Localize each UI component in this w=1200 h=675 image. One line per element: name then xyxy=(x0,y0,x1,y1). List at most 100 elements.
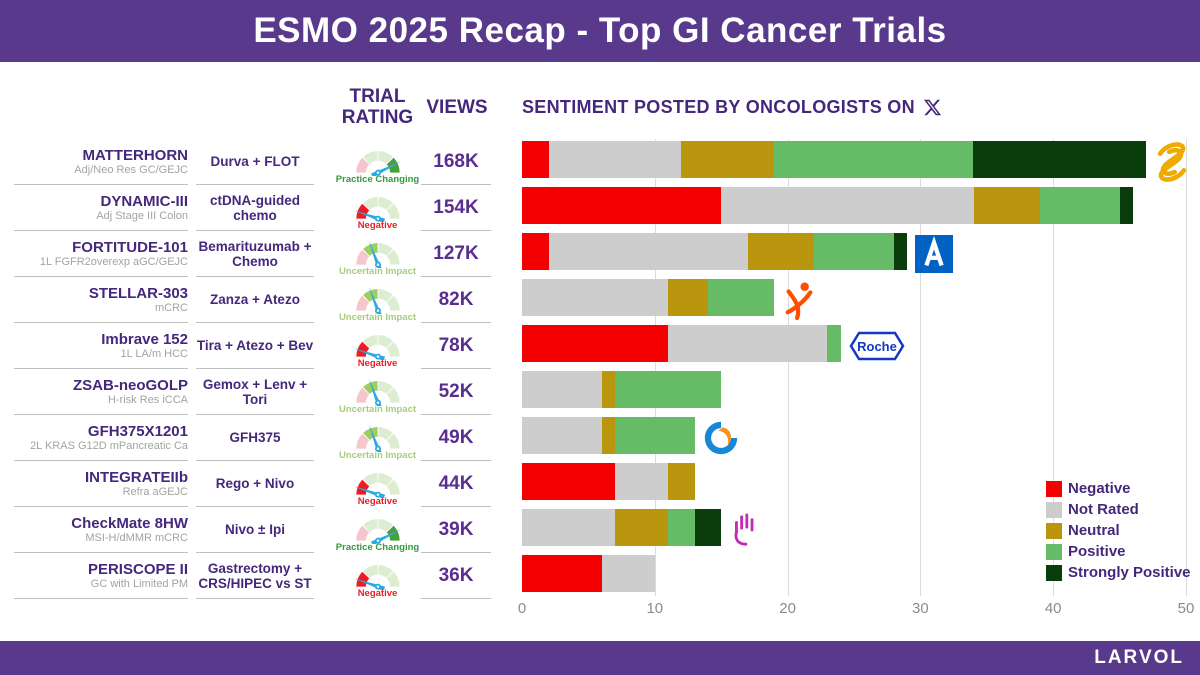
sentiment-segment-not-rated xyxy=(548,141,682,178)
treatment-label: GFH375 xyxy=(229,430,281,445)
views-row: 127K xyxy=(421,231,491,277)
sentiment-bar-row xyxy=(522,277,1186,323)
trial-rating-row: Negative xyxy=(330,323,425,369)
chart-title-text: SENTIMENT POSTED BY ONCOLOGISTS ON xyxy=(522,97,915,117)
chart-gridline xyxy=(1053,139,1055,596)
treatment-column: Durva + FLOT ctDNA-guided chemo Bemarituzu… xyxy=(196,139,314,599)
sentiment-segment-negative xyxy=(522,463,615,500)
trial-rating-row: Uncertain Impact xyxy=(330,231,425,277)
sentiment-stacked-bar xyxy=(522,555,655,592)
amgen-logo xyxy=(915,235,954,273)
trial-rating-label: Uncertain Impact xyxy=(338,450,417,461)
trial-rating-row: Uncertain Impact xyxy=(330,369,425,415)
views-value: 52K xyxy=(438,380,474,402)
trial-rating-gauge-icon xyxy=(353,335,400,360)
sentiment-segment-neutral xyxy=(601,371,615,408)
sentiment-stacked-bar xyxy=(522,463,695,500)
page-title: ESMO 2025 Recap - Top GI Cancer Trials xyxy=(253,11,947,50)
bms-hand-logo xyxy=(734,513,754,546)
legend-label: Positive xyxy=(1068,543,1126,560)
sentiment-stacked-bar xyxy=(522,187,1133,224)
sentiment-segment-negative xyxy=(522,555,602,592)
sentiment-chart: Roche xyxy=(522,139,1187,599)
sentiment-bar-row xyxy=(522,369,1186,415)
views-value: 127K xyxy=(433,242,479,264)
trial-rating-gauge-icon xyxy=(355,519,401,544)
trial-rating-label: Uncertain Impact xyxy=(338,266,417,277)
amgen-logo xyxy=(915,235,954,273)
views-value: 44K xyxy=(438,472,474,494)
sentiment-bar-row xyxy=(522,415,1186,461)
treatment-label: Zanza + Atezo xyxy=(210,292,300,307)
sentiment-stacked-bar xyxy=(522,325,841,362)
trial-name: CheckMate 8HW xyxy=(71,514,188,532)
trial-rating-column-header: TRIAL RATING xyxy=(341,86,414,128)
legend-swatch xyxy=(1046,564,1062,581)
trial-rating-row: Negative xyxy=(330,553,425,599)
trial-name: GFH375X1201 xyxy=(87,422,188,440)
treatment-label: ctDNA-guided chemo xyxy=(210,192,300,223)
sentiment-bar-row xyxy=(522,553,1186,599)
x-axis-tick-label: 10 xyxy=(646,600,664,617)
legend-label: Not Rated xyxy=(1068,501,1139,518)
views-column-header: VIEWS xyxy=(426,97,488,118)
trial-rating-label: Negative xyxy=(357,496,398,507)
trial-name: ZSAB-neoGOLP xyxy=(73,376,188,394)
sentiment-segment-positive xyxy=(614,417,695,454)
sentiment-segment-strongly-positive xyxy=(694,509,722,546)
sentiment-segment-positive xyxy=(1039,187,1120,224)
legend-item: Not Rated xyxy=(1046,499,1191,520)
views-value: 154K xyxy=(433,196,479,218)
trial-subtitle: GC with Limited PM xyxy=(90,577,188,590)
header-banner: ESMO 2025 Recap - Top GI Cancer Trials xyxy=(0,0,1200,62)
trial-rating-column: Practice Changing Negative Uncertain Impac… xyxy=(330,139,425,599)
sentiment-segment-neutral xyxy=(614,509,669,546)
sentiment-bar-row xyxy=(522,461,1186,507)
sentiment-segment-not-rated xyxy=(522,509,615,546)
legend-swatch xyxy=(1046,501,1062,518)
trial-rating-gauge-icon xyxy=(353,565,400,590)
sentiment-segment-positive xyxy=(668,509,695,546)
trial-subtitle: Adj Stage III Colon xyxy=(96,209,188,222)
sentiment-stacked-bar xyxy=(522,417,695,454)
trial-name: INTEGRATEIIb xyxy=(84,468,188,486)
trial-rating-label: Negative xyxy=(357,588,398,599)
treatment-label: Gemox + Lenv + Tori xyxy=(202,376,308,407)
trial-rating-label: Practice Changing xyxy=(335,174,420,185)
trial-row: FORTITUDE-101 1L FGFR2overexp aGC/GEJC xyxy=(14,231,188,277)
views-value: 168K xyxy=(433,150,479,172)
sentiment-segment-negative xyxy=(522,141,549,178)
treatment-row: Gemox + Lenv + Tori xyxy=(196,369,314,415)
exelixis-logo xyxy=(785,282,813,321)
sentiment-segment-neutral xyxy=(973,187,1040,224)
trial-row: MATTERHORN Adj/Neo Res GC/GEJC xyxy=(14,139,188,185)
svg-text:Roche: Roche xyxy=(857,339,897,354)
sentiment-stacked-bar xyxy=(522,141,1147,178)
roche-logo: Roche xyxy=(849,331,905,361)
trial-subtitle: 1L LA/m HCC xyxy=(120,347,188,360)
trial-name: DYNAMIC-III xyxy=(100,192,189,210)
legend-item: Negative xyxy=(1046,478,1191,499)
views-row: 49K xyxy=(421,415,491,461)
trial-subtitle: H-risk Res iCCA xyxy=(107,393,188,406)
chart-gridline xyxy=(920,139,922,596)
sentiment-segment-positive xyxy=(814,233,894,270)
treatment-row: Bemarituzumab + Chemo xyxy=(196,231,314,277)
trial-subtitle: Adj/Neo Res GC/GEJC xyxy=(74,163,188,176)
trial-rating-label: Practice Changing xyxy=(335,542,420,553)
legend-item: Neutral xyxy=(1046,520,1191,541)
sentiment-segment-neutral xyxy=(668,279,708,316)
views-row: 44K xyxy=(421,461,491,507)
legend-swatch xyxy=(1046,480,1062,497)
trial-rating-gauge-icon xyxy=(353,197,400,222)
trial-subtitle: 2L KRAS G12D mPancreatic Ca xyxy=(30,439,188,452)
views-row: 168K xyxy=(421,139,491,185)
sentiment-bar-row xyxy=(522,231,1186,277)
trial-rating-gauge-icon xyxy=(355,240,400,268)
trial-row: INTEGRATEIIb Refra aGEJC xyxy=(14,461,188,507)
sentiment-segment-neutral xyxy=(681,141,775,178)
trial-name: PERISCOPE II xyxy=(87,560,188,578)
sentiment-bar-row xyxy=(522,507,1186,553)
sentiment-segment-positive xyxy=(614,371,722,408)
chart-gridline xyxy=(1186,139,1187,596)
